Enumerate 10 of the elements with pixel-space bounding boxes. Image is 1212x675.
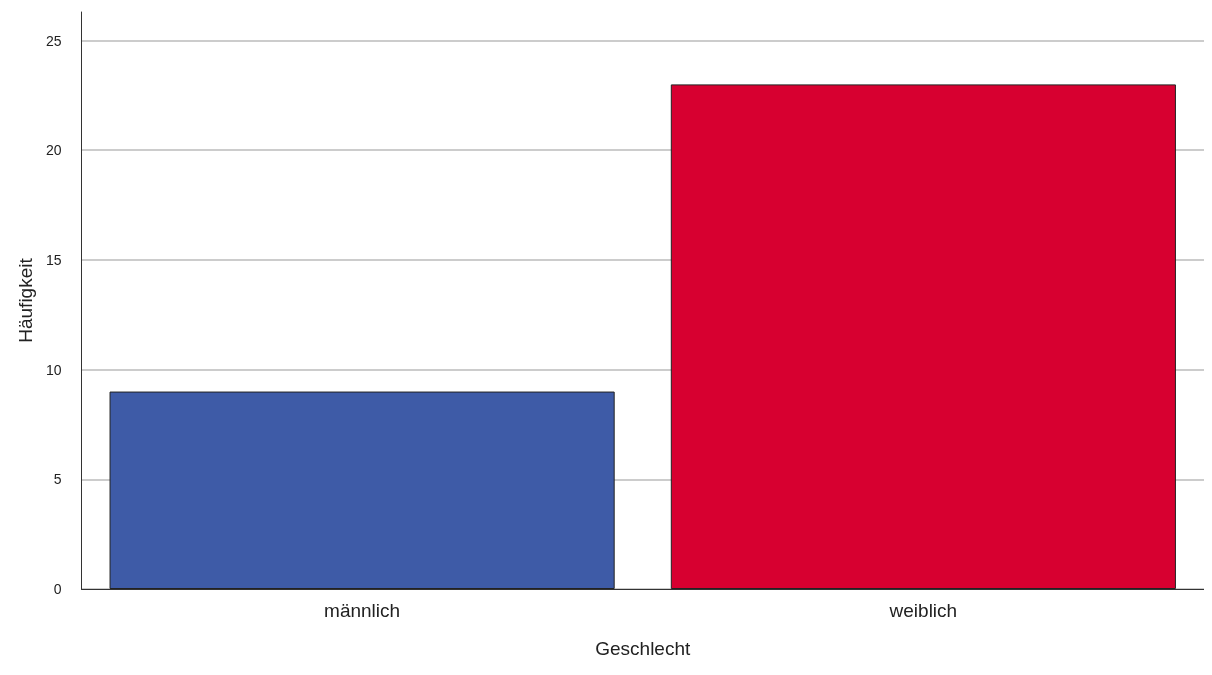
- y-tick-label: 20: [45, 142, 62, 159]
- y-tick-label: 0: [53, 581, 62, 597]
- y-axis-title: Häufigkeit: [15, 257, 36, 343]
- y-tick-label: 25: [45, 32, 62, 49]
- x-tick-label: männlich: [324, 600, 401, 621]
- x-axis-title: Geschlecht: [595, 638, 691, 659]
- x-tick-label: weiblich: [888, 600, 958, 621]
- y-tick-label: 5: [53, 471, 62, 488]
- y-tick-label: 10: [45, 361, 62, 378]
- y-tick-label: 15: [45, 251, 62, 268]
